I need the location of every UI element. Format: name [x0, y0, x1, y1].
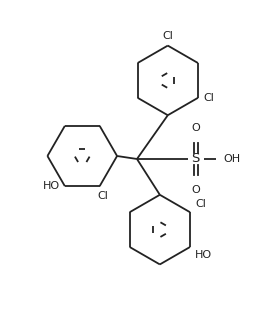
Text: OH: OH: [224, 154, 240, 164]
Text: O: O: [191, 123, 200, 133]
Text: O: O: [191, 185, 200, 195]
Text: Cl: Cl: [97, 191, 108, 201]
Text: HO: HO: [195, 250, 212, 260]
Text: S: S: [191, 153, 200, 165]
Text: Cl: Cl: [195, 199, 206, 209]
Text: Cl: Cl: [162, 31, 173, 41]
Text: Cl: Cl: [203, 93, 214, 103]
Text: HO: HO: [43, 181, 60, 191]
